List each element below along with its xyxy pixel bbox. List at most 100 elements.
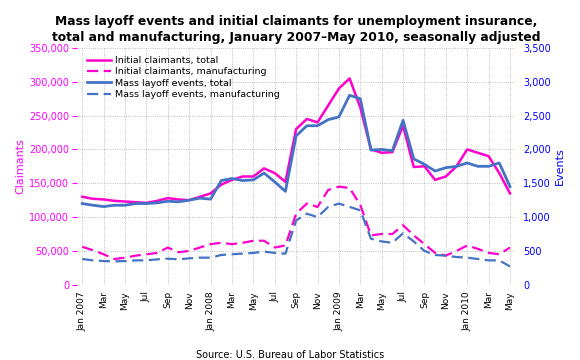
Initial claimants, total <box>400 123 407 128</box>
Initial claimants, total <box>218 183 225 187</box>
Mass layoff events, manufacturing <box>314 215 321 219</box>
Initial claimants, total <box>389 150 396 154</box>
Mass layoff events, manufacturing <box>474 257 481 261</box>
Initial claimants, total <box>314 120 321 125</box>
Text: Source: U.S. Bureau of Labor Statistics: Source: U.S. Bureau of Labor Statistics <box>196 350 384 360</box>
Initial claimants, total <box>271 171 278 175</box>
Mass layoff events, total <box>389 149 396 153</box>
Initial claimants, total <box>132 200 139 204</box>
Initial claimants, total <box>239 174 246 179</box>
Mass layoff events, total <box>421 162 428 166</box>
Mass layoff events, manufacturing <box>207 256 214 260</box>
Mass layoff events, total <box>464 161 471 165</box>
Mass layoff events, total <box>453 164 460 168</box>
Line: Initial claimants, manufacturing: Initial claimants, manufacturing <box>82 186 510 259</box>
Mass layoff events, manufacturing <box>400 231 407 235</box>
Mass layoff events, total <box>100 204 107 209</box>
Mass layoff events, manufacturing <box>464 256 471 260</box>
Initial claimants, total <box>197 195 204 199</box>
Mass layoff events, manufacturing <box>496 258 503 262</box>
Mass layoff events, manufacturing <box>164 257 171 261</box>
Mass layoff events, total <box>410 157 417 161</box>
Mass layoff events, manufacturing <box>132 258 139 262</box>
Mass layoff events, manufacturing <box>335 201 342 206</box>
Mass layoff events, manufacturing <box>303 212 310 216</box>
Initial claimants, manufacturing <box>443 253 450 258</box>
Initial claimants, manufacturing <box>325 188 332 192</box>
Mass layoff events, total <box>400 118 407 122</box>
Initial claimants, manufacturing <box>368 233 375 238</box>
Initial claimants, total <box>293 127 300 131</box>
Mass layoff events, total <box>122 203 129 207</box>
Mass layoff events, manufacturing <box>111 259 118 264</box>
Initial claimants, manufacturing <box>186 249 193 253</box>
Initial claimants, manufacturing <box>464 243 471 248</box>
Mass layoff events, total <box>346 93 353 98</box>
Mass layoff events, total <box>443 166 450 170</box>
Initial claimants, total <box>325 103 332 108</box>
Mass layoff events, manufacturing <box>197 256 204 260</box>
Initial claimants, manufacturing <box>293 212 300 216</box>
Initial claimants, manufacturing <box>271 246 278 250</box>
Mass layoff events, total <box>260 171 267 175</box>
Mass layoff events, manufacturing <box>346 205 353 209</box>
Title: Mass layoff events and initial claimants for unemployment insurance,
total and m: Mass layoff events and initial claimants… <box>52 15 541 44</box>
Mass layoff events, total <box>496 161 503 165</box>
Mass layoff events, manufacturing <box>186 256 193 261</box>
Initial claimants, total <box>260 166 267 171</box>
Mass layoff events, total <box>474 164 481 168</box>
Initial claimants, manufacturing <box>143 252 150 256</box>
Mass layoff events, total <box>314 123 321 128</box>
Mass layoff events, manufacturing <box>250 251 257 255</box>
Initial claimants, total <box>421 164 428 168</box>
Mass layoff events, manufacturing <box>229 252 235 256</box>
Initial claimants, total <box>443 174 450 179</box>
Initial claimants, total <box>100 197 107 202</box>
Initial claimants, total <box>303 117 310 121</box>
Mass layoff events, total <box>325 117 332 122</box>
Initial claimants, total <box>229 178 235 182</box>
Initial claimants, manufacturing <box>506 246 513 250</box>
Mass layoff events, manufacturing <box>453 255 460 259</box>
Mass layoff events, total <box>143 201 150 206</box>
Initial claimants, total <box>357 105 364 110</box>
Mass layoff events, manufacturing <box>443 253 450 258</box>
Initial claimants, total <box>207 191 214 195</box>
Mass layoff events, manufacturing <box>368 237 375 241</box>
Mass layoff events, manufacturing <box>175 257 182 261</box>
Mass layoff events, total <box>378 147 385 152</box>
Mass layoff events, manufacturing <box>282 251 289 256</box>
Mass layoff events, manufacturing <box>485 258 492 262</box>
Mass layoff events, total <box>164 199 171 203</box>
Initial claimants, total <box>464 147 471 152</box>
Initial claimants, total <box>111 199 118 203</box>
Initial claimants, manufacturing <box>474 247 481 251</box>
Mass layoff events, manufacturing <box>239 251 246 256</box>
Mass layoff events, total <box>368 148 375 152</box>
Initial claimants, total <box>335 86 342 91</box>
Initial claimants, manufacturing <box>357 203 364 207</box>
Initial claimants, manufacturing <box>410 233 417 238</box>
Mass layoff events, total <box>229 176 235 181</box>
Mass layoff events, total <box>154 201 161 205</box>
Initial claimants, manufacturing <box>79 245 86 249</box>
Initial claimants, total <box>378 150 385 155</box>
Mass layoff events, total <box>271 180 278 184</box>
Mass layoff events, total <box>506 184 513 189</box>
Initial claimants, manufacturing <box>389 232 396 236</box>
Initial claimants, manufacturing <box>122 256 129 260</box>
Initial claimants, total <box>496 171 503 175</box>
Mass layoff events, manufacturing <box>143 258 150 262</box>
Mass layoff events, manufacturing <box>79 257 86 261</box>
Initial claimants, total <box>154 199 161 203</box>
Initial claimants, manufacturing <box>111 257 118 261</box>
Mass layoff events, total <box>132 201 139 206</box>
Initial claimants, manufacturing <box>303 201 310 206</box>
Initial claimants, manufacturing <box>207 242 214 246</box>
Mass layoff events, total <box>79 201 86 206</box>
Initial claimants, manufacturing <box>164 246 171 250</box>
Mass layoff events, manufacturing <box>357 208 364 212</box>
Mass layoff events, manufacturing <box>154 257 161 261</box>
Mass layoff events, manufacturing <box>389 240 396 245</box>
Initial claimants, manufacturing <box>496 252 503 256</box>
